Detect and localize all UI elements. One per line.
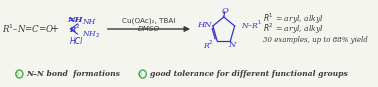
Text: R$^2$: R$^2$ [203,38,214,51]
Text: +: + [50,24,58,34]
Text: good tolerance for different functional groups: good tolerance for different functional … [150,70,347,78]
Text: $R^2$ = aryl, alkyl: $R^2$ = aryl, alkyl [263,22,324,36]
Text: NH: NH [67,16,83,24]
Text: 30 examples, up to 88% yield: 30 examples, up to 88% yield [263,36,368,44]
Text: O: O [15,72,19,76]
Text: O: O [221,7,228,15]
Text: HN: HN [197,21,211,29]
Text: Cu(OAc)₂, TBAI: Cu(OAc)₂, TBAI [122,18,176,24]
Text: N–R$^1$: N–R$^1$ [241,19,262,31]
Text: R$^1$–N=C=O: R$^1$–N=C=O [2,23,54,35]
Text: DMSO: DMSO [138,26,160,32]
Text: R$^2$: R$^2$ [69,23,81,35]
Text: $R^1$ = aryl, alkyl: $R^1$ = aryl, alkyl [263,12,324,26]
Text: N–N bond  formations: N–N bond formations [26,70,120,78]
Text: =: = [67,15,74,25]
Text: NH: NH [82,18,95,26]
Text: HCl: HCl [70,37,83,46]
Text: O: O [138,72,142,76]
Text: N: N [229,41,236,49]
Text: NH$_2$: NH$_2$ [82,30,101,40]
